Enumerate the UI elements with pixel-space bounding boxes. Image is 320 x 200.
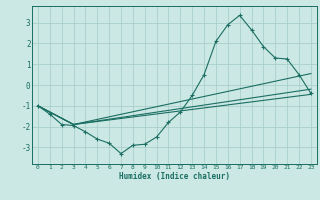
X-axis label: Humidex (Indice chaleur): Humidex (Indice chaleur) [119, 172, 230, 181]
